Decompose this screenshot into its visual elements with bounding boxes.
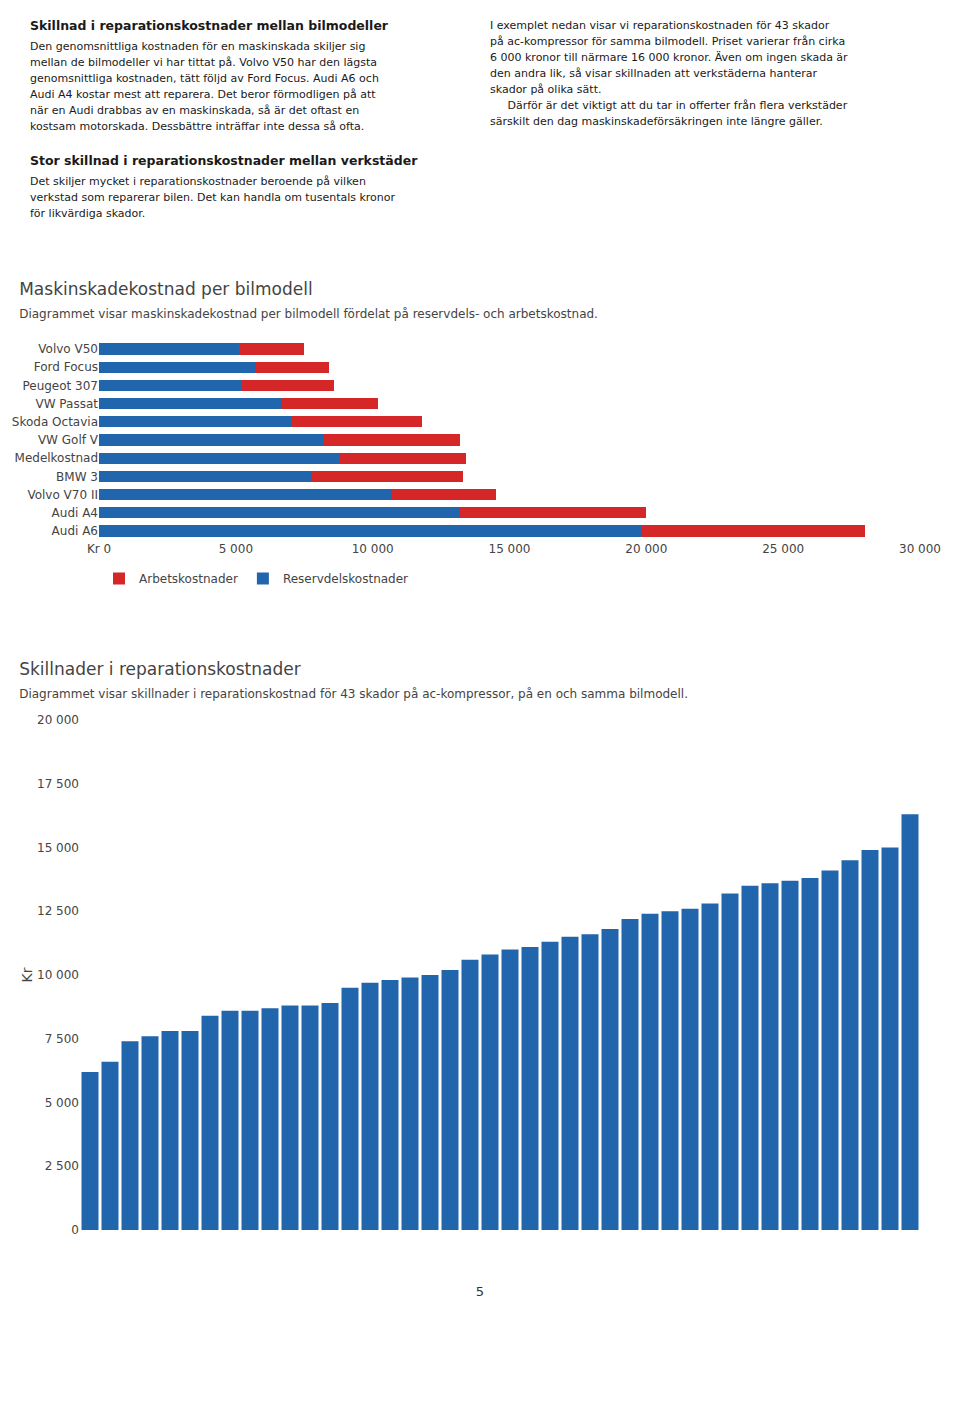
svg-text:30 000: 30 000 <box>899 542 941 556</box>
svg-text:5 000: 5 000 <box>219 542 253 556</box>
svg-text:Volvo V70 II: Volvo V70 II <box>27 488 98 502</box>
svg-text:2 500: 2 500 <box>45 1159 79 1173</box>
svg-text:Kr 0: Kr 0 <box>87 542 111 556</box>
svg-text:Audi A4: Audi A4 <box>52 506 98 520</box>
html-text:Det skiljer mycket i reparatio: Det skiljer mycket i reparationskostnade… <box>30 175 366 188</box>
html-text:I exemplet nedan visar vi repa: I exemplet nedan visar vi reparationskos… <box>490 19 830 32</box>
html-text:särskilt den dag maskinskadefö: särskilt den dag maskinskadeförsäkringen… <box>490 115 823 128</box>
svg-text:20 000: 20 000 <box>625 542 667 556</box>
html-text:Audi A4 kostar mest att repare: Audi A4 kostar mest att reparera. Det be… <box>30 88 376 101</box>
svg-text:Audi A6: Audi A6 <box>52 524 98 538</box>
svg-text:15 000: 15 000 <box>489 542 531 556</box>
svg-text:VW Golf V: VW Golf V <box>38 433 99 447</box>
svg-text:Volvo V50: Volvo V50 <box>38 342 98 356</box>
html-text:när en Audi drabbas av en mask: när en Audi drabbas av en maskinskada, s… <box>30 104 360 117</box>
html-text:5: 5 <box>475 1284 485 1299</box>
html-text:Stor skillnad i reparationskos: Stor skillnad i reparationskostnader mel… <box>30 153 418 168</box>
svg-text:0: 0 <box>71 1223 79 1237</box>
svg-text:Peugeot 307: Peugeot 307 <box>22 379 98 393</box>
html-text:på ac-kompressor för samma bil: på ac-kompressor för samma bilmodell. Pr… <box>490 35 846 48</box>
svg-text:12 500: 12 500 <box>37 904 79 918</box>
svg-text:7 500: 7 500 <box>45 1032 79 1046</box>
svg-text:VW Passat: VW Passat <box>35 397 98 411</box>
html-text:verkstad som reparerar bilen.: verkstad som reparerar bilen. Det kan ha… <box>30 191 396 204</box>
html-text:skador på olika sätt.: skador på olika sätt. <box>490 83 602 96</box>
svg-text:Diagrammet visar skillnader i: Diagrammet visar skillnader i reparation… <box>19 687 688 701</box>
html-text:genomsnittliga kostnaden, tätt: genomsnittliga kostnaden, tätt följd av … <box>30 72 379 85</box>
svg-text:Medelkostnad: Medelkostnad <box>15 451 98 465</box>
svg-text:Maskinskadekostnad per bilmode: Maskinskadekostnad per bilmodell <box>19 279 312 299</box>
svg-text:BMW 3: BMW 3 <box>56 470 98 484</box>
html-text:Den genomsnittliga kostnaden f: Den genomsnittliga kostnaden för en mask… <box>30 40 366 53</box>
html-text:Skillnad i reparationskostnade: Skillnad i reparationskostnader mellan b… <box>30 18 388 33</box>
svg-text:10 000: 10 000 <box>37 968 79 982</box>
svg-text:10 000: 10 000 <box>352 542 394 556</box>
svg-text:Skillnader i reparationskostna: Skillnader i reparationskostnader <box>19 659 300 679</box>
html-text:för likvärdiga skador.: för likvärdiga skador. <box>30 207 146 220</box>
html-text:den andra lik, så visar skilln: den andra lik, så visar skillnaden att v… <box>490 67 817 80</box>
svg-text:Reservdelskostnader: Reservdelskostnader <box>283 572 408 586</box>
html-text:mellan de bilmodeller vi har t: mellan de bilmodeller vi har tittat på. … <box>30 56 377 69</box>
svg-text:Arbetskostnader: Arbetskostnader <box>139 572 238 586</box>
svg-text:25 000: 25 000 <box>762 542 804 556</box>
html-text:Därför är det viktigt att du t: Därför är det viktigt att du tar in offe… <box>490 99 848 112</box>
svg-text:20 000: 20 000 <box>37 713 79 727</box>
svg-text:Ford Focus: Ford Focus <box>34 360 98 374</box>
svg-text:17 500: 17 500 <box>37 777 79 791</box>
svg-text:Diagrammet visar maskinskadeko: Diagrammet visar maskinskadekostnad per … <box>19 307 598 321</box>
svg-text:15 000: 15 000 <box>37 841 79 855</box>
html-text:kostsam motorskada. Dessbättre: kostsam motorskada. Dessbättre inträffar… <box>30 120 365 133</box>
html-text:6 000 kronor till närmare 16 0: 6 000 kronor till närmare 16 000 kronor.… <box>490 51 848 64</box>
svg-text:Skoda Octavia: Skoda Octavia <box>12 415 98 429</box>
svg-text:Kr: Kr <box>19 967 35 982</box>
svg-text:5 000: 5 000 <box>45 1096 79 1110</box>
